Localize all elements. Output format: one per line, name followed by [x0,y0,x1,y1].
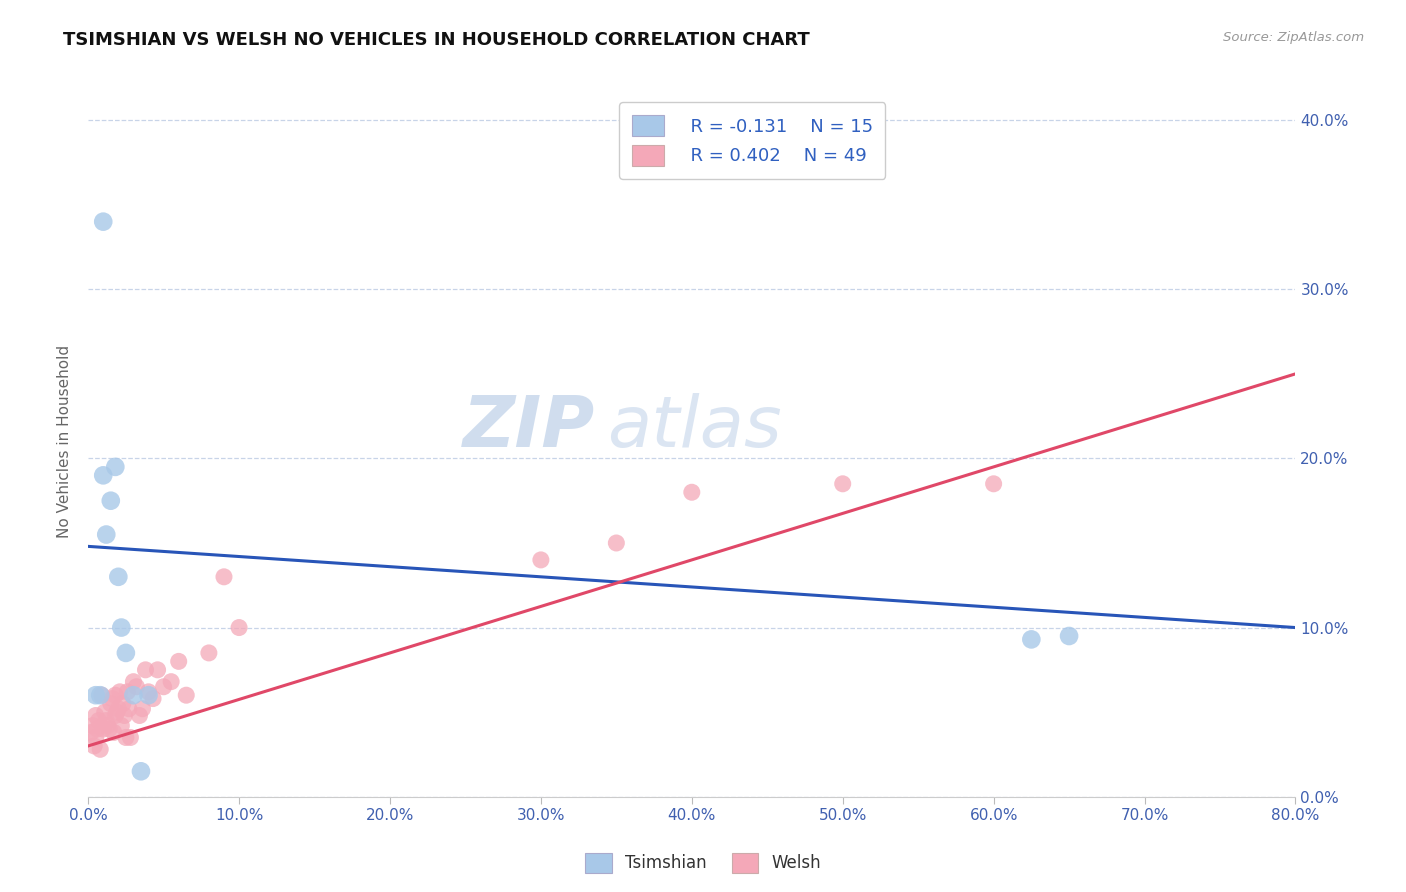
Point [142,691,165,706]
Point [90,688,112,702]
Point [120,731,142,745]
Point [831,476,853,491]
Point [129,764,152,779]
Text: ZIP: ZIP [463,392,595,462]
Point [228,621,250,635]
Point [128,708,150,723]
Point [107,702,129,716]
Point [530,553,553,567]
Point [160,674,183,689]
Text: TSIMSHIAN VS WELSH NO VEHICLES IN HOUSEHOLD CORRELATION CHART: TSIMSHIAN VS WELSH NO VEHICLES IN HOUSEH… [63,31,810,49]
Point [94,705,117,719]
Point [138,685,160,699]
Point [152,680,174,694]
Point [174,688,197,702]
Text: atlas: atlas [607,392,782,462]
Point [103,725,125,739]
Point [118,702,141,716]
Point [91,722,114,736]
Point [198,646,221,660]
Point [91,468,114,483]
Point [89,742,111,756]
Point [108,685,131,699]
Point [96,714,118,728]
Point [101,691,124,706]
Point [82,719,104,733]
Point [983,476,1005,491]
Point [97,719,120,733]
Legend: Tsimshian, Welsh: Tsimshian, Welsh [578,847,828,880]
Point [138,688,160,702]
Point [117,685,139,699]
Point [112,708,135,723]
Point [100,493,122,508]
Point [167,654,190,668]
Point [681,485,703,500]
Point [605,536,627,550]
Point [98,722,121,736]
Point [104,708,127,723]
Point [111,697,134,711]
Point [125,680,148,694]
Point [105,705,128,719]
Point [107,570,129,584]
Point [104,688,127,702]
Text: Source: ZipAtlas.com: Source: ZipAtlas.com [1223,31,1364,45]
Point [84,731,107,745]
Point [87,714,110,728]
Point [84,708,107,723]
Point [83,739,105,753]
Point [122,688,145,702]
Point [146,663,169,677]
Point [110,719,132,733]
Point [1021,632,1043,647]
Point [110,621,132,635]
Point [96,527,118,541]
Point [80,725,103,739]
Point [122,674,145,689]
Point [134,663,156,677]
Point [115,646,138,660]
Y-axis label: No Vehicles in Household: No Vehicles in Household [58,345,72,538]
Point [91,214,114,228]
Point [86,722,108,736]
Point [100,697,122,711]
Point [131,702,153,716]
Point [84,688,107,702]
Point [89,688,111,702]
Point [104,459,127,474]
Point [212,570,235,584]
Point [1057,629,1080,643]
Legend:   R = -0.131    N = 15,   R = 0.402    N = 49: R = -0.131 N = 15, R = 0.402 N = 49 [619,103,886,178]
Point [115,731,138,745]
